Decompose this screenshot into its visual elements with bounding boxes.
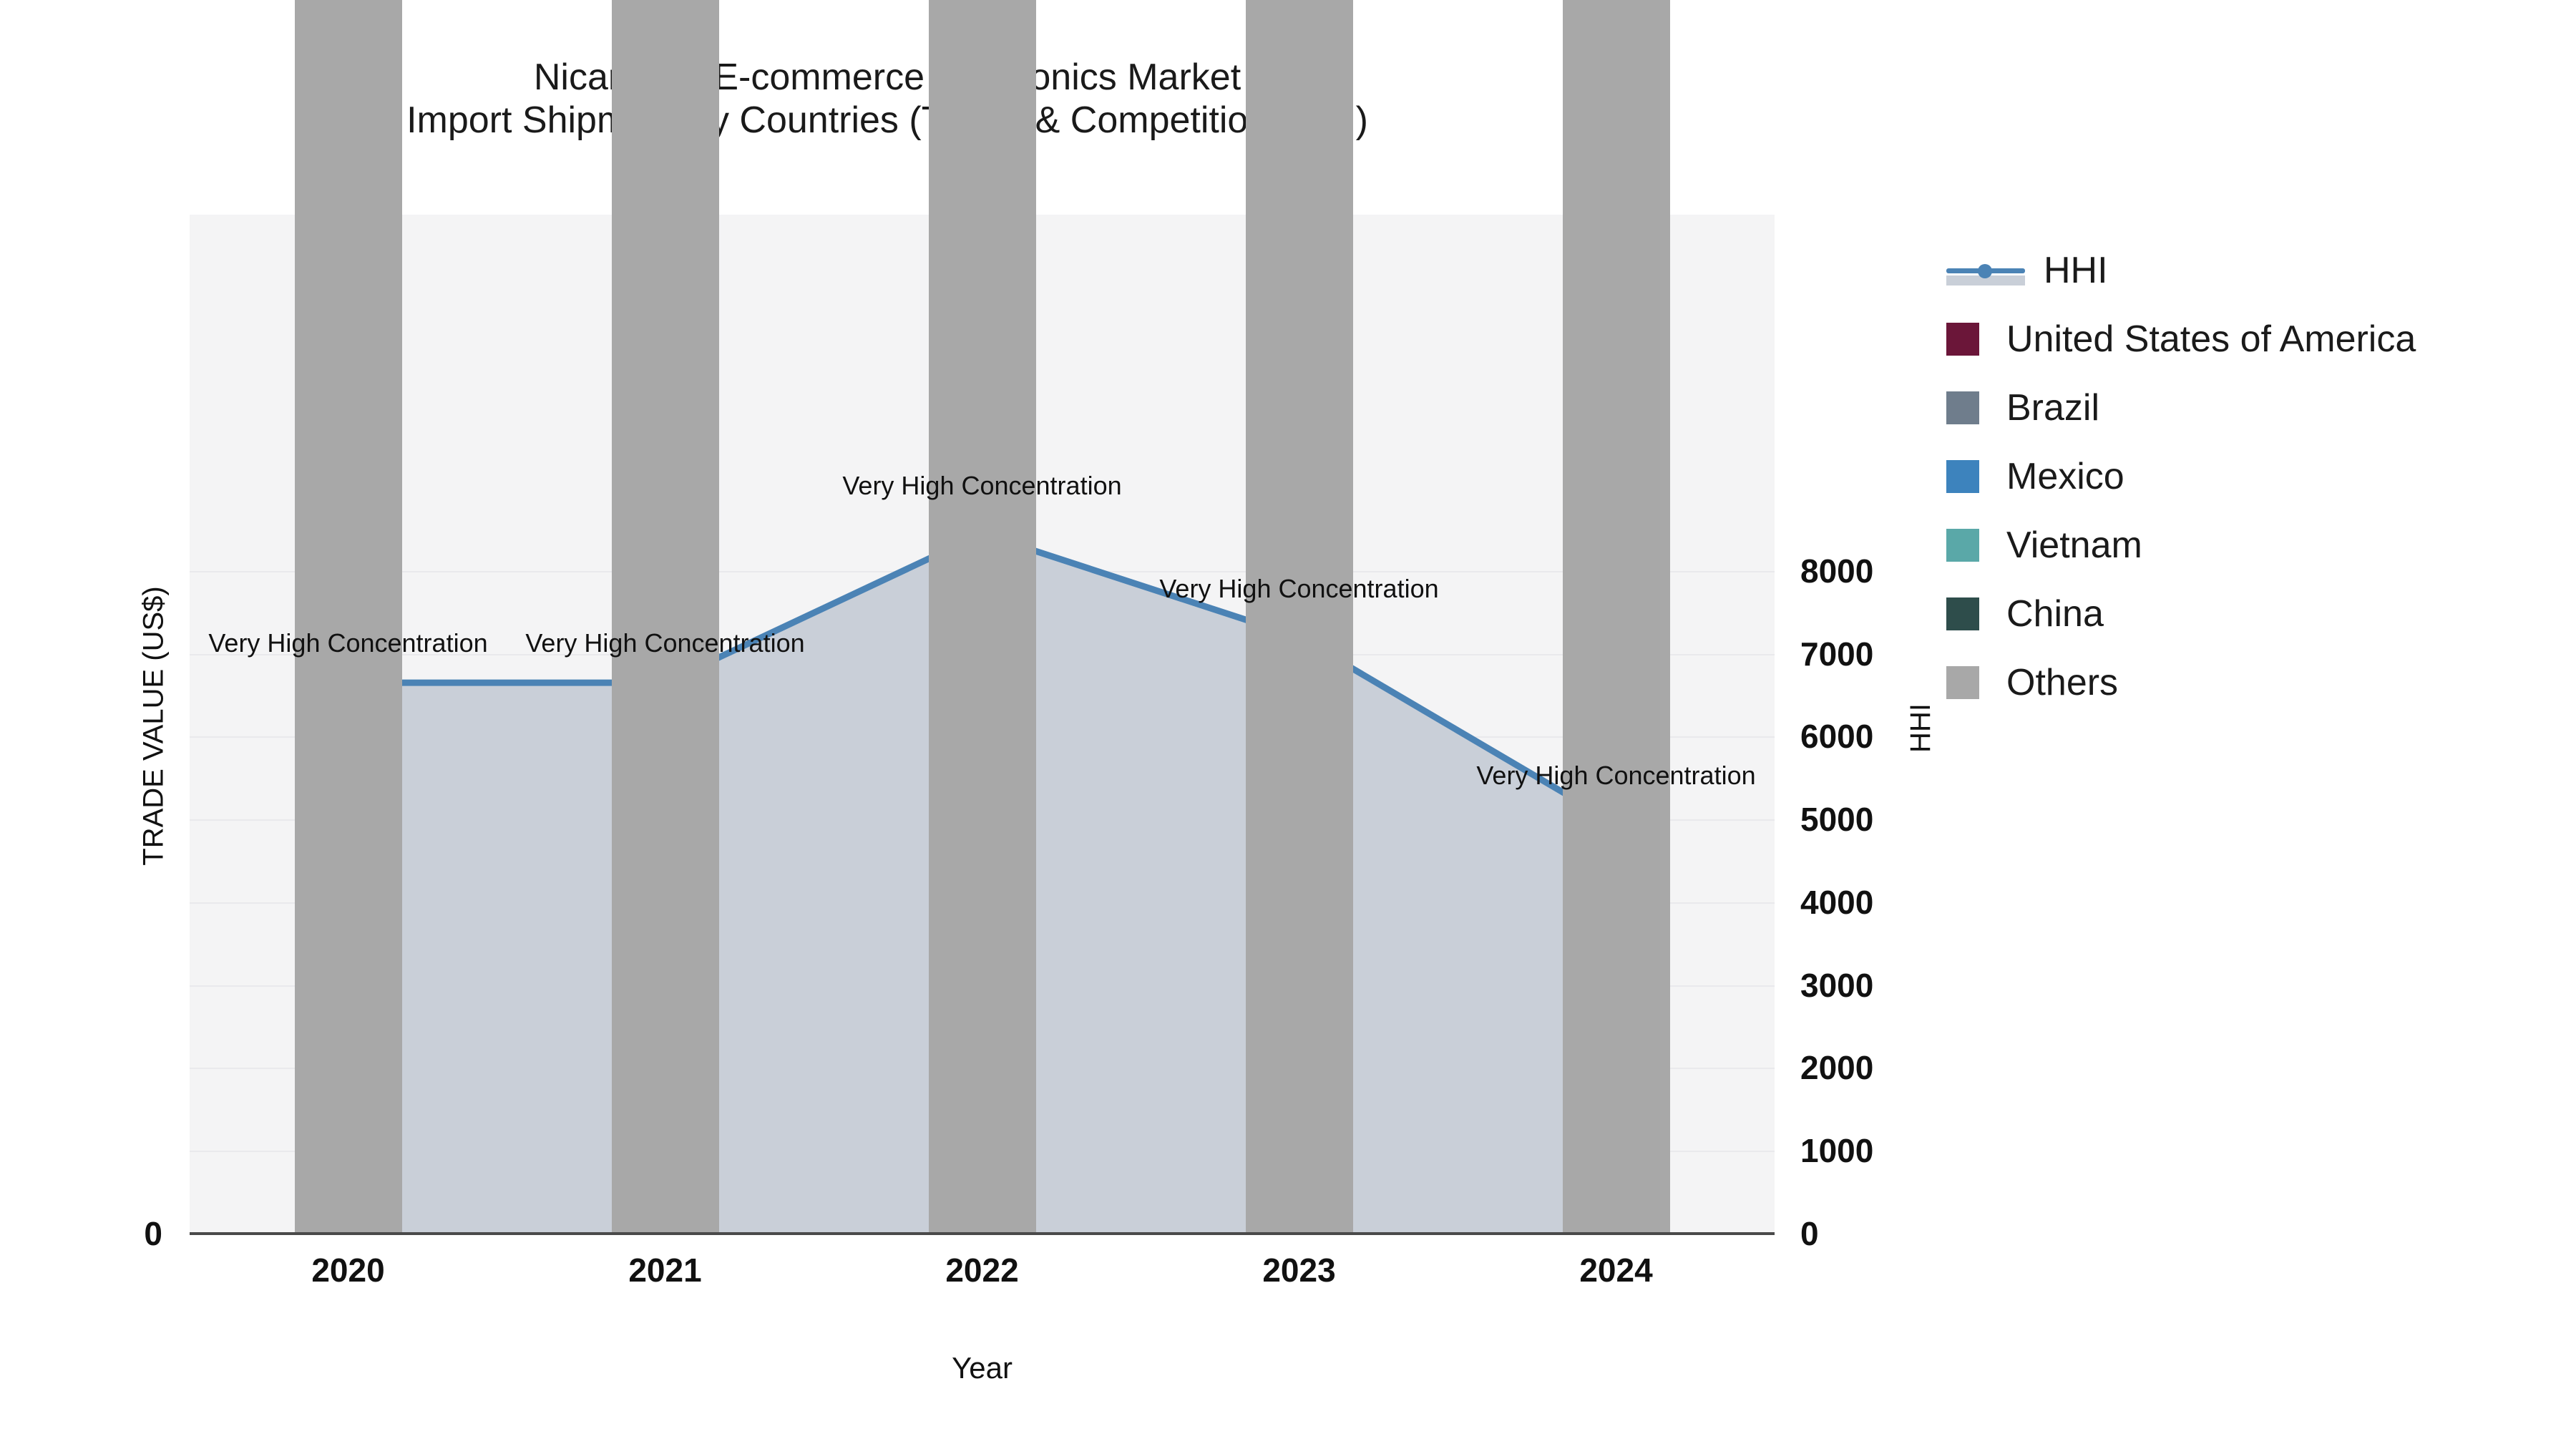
legend: HHI United States of America Brazil Mexico V… [1946, 236, 2562, 717]
y2-tick-7000: 7000 [1800, 635, 1874, 673]
bar-segment-2022-others[interactable] [928, 0, 1036, 1234]
x-tick-2024: 2024 [1579, 1252, 1653, 1289]
annotation-2022: Very High Concentration [842, 470, 1122, 500]
legend-item-mexico[interactable]: Mexico [1946, 442, 2562, 511]
annotation-2023: Very High Concentration [1159, 574, 1439, 604]
legend-swatch-icon [1946, 666, 1979, 699]
legend-item-hhi[interactable]: HHI [1946, 236, 2562, 305]
annotation-2021: Very High Concentration [525, 628, 805, 658]
y2-tick-4000: 4000 [1800, 883, 1874, 921]
legend-label: Vietnam [2006, 525, 2142, 566]
annotation-2024: Very High Concentration [1476, 760, 1756, 790]
legend-label: China [2006, 593, 2104, 635]
bar-segment-2023-others[interactable] [1245, 0, 1353, 1234]
legend-swatch-icon [1946, 460, 1979, 493]
legend-label: HHI [2044, 250, 2108, 291]
bar-segment-2024-others[interactable] [1562, 0, 1670, 1234]
legend-label: Others [2006, 662, 2119, 703]
bar-2023[interactable] [1245, 0, 1353, 1234]
x-tick-2022: 2022 [945, 1252, 1019, 1289]
annotation-2020: Very High Concentration [208, 628, 488, 658]
y-axis-label: TRADE VALUE (US$) [137, 586, 170, 866]
chart-title-line-1: Nicaragua E-commerce Electronics Market [533, 57, 1241, 98]
bar-segment-2020-others[interactable] [294, 0, 402, 1234]
legend-label: Brazil [2006, 387, 2100, 429]
legend-label: United States of America [2006, 318, 2416, 360]
x-axis-line [190, 1232, 1775, 1235]
legend-item-others[interactable]: Others [1946, 648, 2562, 717]
y2-tick-8000: 8000 [1800, 552, 1874, 590]
legend-label: Mexico [2006, 456, 2124, 497]
chart-title: Nicaragua E-commerce Electronics Market … [0, 56, 1775, 142]
legend-item-china[interactable]: China [1946, 580, 2562, 648]
legend-swatch-icon [1946, 391, 1979, 424]
x-tick-2020: 2020 [311, 1252, 385, 1289]
chart-title-line-2: Import Shipment by Countries (Top 5) & C… [406, 99, 1368, 142]
bar-segment-2021-others[interactable] [611, 0, 719, 1234]
legend-swatch-icon [1946, 597, 1979, 630]
y2-tick-3000: 3000 [1800, 966, 1874, 1004]
y2-tick-6000: 6000 [1800, 718, 1874, 756]
legend-line-marker-icon [1946, 254, 2025, 287]
legend-item-vietnam[interactable]: Vietnam [1946, 511, 2562, 580]
bar-2021[interactable] [611, 0, 719, 1234]
legend-swatch-icon [1946, 529, 1979, 562]
x-tick-2023: 2023 [1262, 1252, 1336, 1289]
y-tick-0: 0 [144, 1215, 162, 1252]
plot-area: Very High Concentration Very High Concent… [190, 0, 1775, 1234]
y2-tick-0: 0 [1800, 1215, 1819, 1252]
y2-axis-label: HHI [1904, 703, 1936, 753]
bar-2022[interactable] [928, 0, 1036, 1234]
bar-2020[interactable] [294, 0, 402, 1234]
y2-tick-1000: 1000 [1800, 1132, 1874, 1170]
legend-item-united-states-of-america[interactable]: United States of America [1946, 305, 2562, 374]
legend-item-brazil[interactable]: Brazil [1946, 374, 2562, 442]
bar-2024[interactable] [1562, 0, 1670, 1234]
x-axis-label: Year [952, 1351, 1013, 1385]
x-tick-2021: 2021 [628, 1252, 702, 1289]
y2-tick-5000: 5000 [1800, 801, 1874, 839]
y2-tick-2000: 2000 [1800, 1049, 1874, 1087]
legend-swatch-icon [1946, 323, 1979, 356]
